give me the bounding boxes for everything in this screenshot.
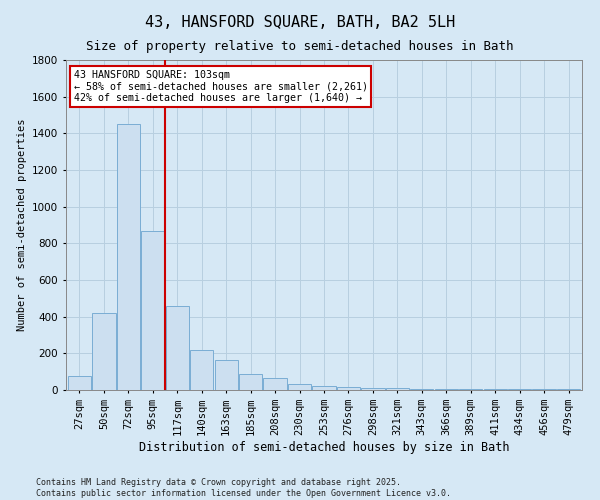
Bar	[361, 388, 385, 390]
Bar	[508, 389, 531, 390]
Bar	[239, 374, 262, 390]
Bar	[313, 386, 335, 390]
Bar	[288, 384, 311, 390]
Bar	[190, 350, 214, 390]
Bar	[484, 389, 507, 390]
Bar	[459, 388, 482, 390]
Bar	[263, 378, 287, 390]
Bar	[166, 306, 189, 390]
Text: Size of property relative to semi-detached houses in Bath: Size of property relative to semi-detach…	[86, 40, 514, 53]
Bar	[68, 376, 91, 390]
Y-axis label: Number of semi-detached properties: Number of semi-detached properties	[17, 118, 26, 331]
Bar	[117, 124, 140, 390]
Bar	[410, 388, 433, 390]
Bar	[215, 360, 238, 390]
X-axis label: Distribution of semi-detached houses by size in Bath: Distribution of semi-detached houses by …	[139, 440, 509, 454]
Bar	[141, 230, 164, 390]
Bar	[92, 313, 116, 390]
Bar	[337, 387, 360, 390]
Text: Contains HM Land Registry data © Crown copyright and database right 2025.
Contai: Contains HM Land Registry data © Crown c…	[36, 478, 451, 498]
Text: 43 HANSFORD SQUARE: 103sqm
← 58% of semi-detached houses are smaller (2,261)
42%: 43 HANSFORD SQUARE: 103sqm ← 58% of semi…	[74, 70, 368, 103]
Bar	[434, 389, 458, 390]
Text: 43, HANSFORD SQUARE, BATH, BA2 5LH: 43, HANSFORD SQUARE, BATH, BA2 5LH	[145, 15, 455, 30]
Bar	[386, 388, 409, 390]
